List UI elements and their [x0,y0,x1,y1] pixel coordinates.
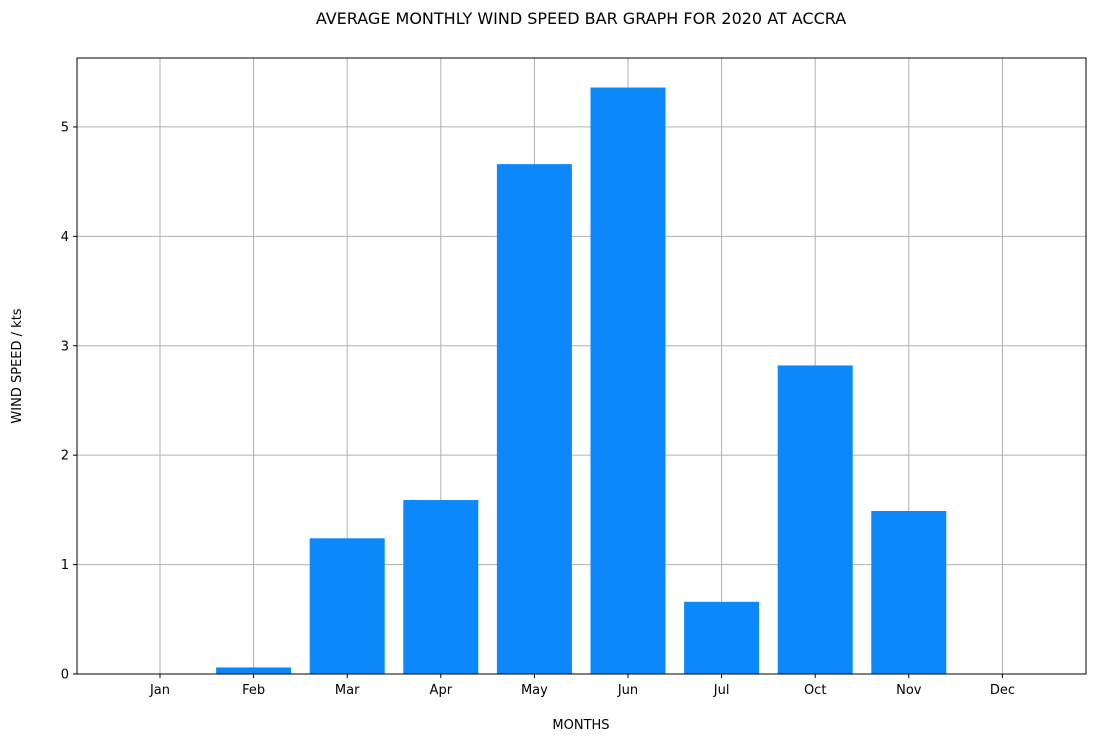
bar-may [496,164,572,674]
x-tick-label: Feb [242,683,265,698]
x-tick-label: Apr [430,683,453,698]
x-tick-label: Jul [713,683,730,698]
bar-oct [777,365,853,674]
y-tick-label: 0 [61,668,69,683]
y-tick-label: 1 [61,558,69,573]
x-tick-label: May [521,683,548,698]
y-axis-ticks: 0 1 2 3 4 5 [61,120,77,683]
x-tick-label: Mar [335,683,360,698]
bar-nov [871,510,947,674]
bar-jun [590,87,666,674]
plot-area-frame [76,57,1087,675]
y-tick-label: 4 [61,230,69,245]
bars-layer [216,87,947,674]
y-axis-label: WIND SPEED / kts [10,308,25,423]
x-tick-label: Dec [990,683,1015,698]
bar-apr [403,500,479,674]
y-tick-label: 2 [61,449,69,464]
chart-title: AVERAGE MONTHLY WIND SPEED BAR GRAPH FOR… [316,9,846,28]
x-axis-label: MONTHS [552,718,609,733]
bar-feb [216,667,292,674]
x-tick-label: Jan [149,683,170,698]
y-tick-label: 3 [61,339,69,354]
x-tick-label: Nov [896,683,922,698]
x-tick-label: Jun [617,683,638,698]
bar-jul [684,601,760,674]
y-tick-label: 5 [61,120,69,135]
x-axis-ticks: Jan Feb Mar Apr May Jun Jul Oct Nov Dec [149,674,1015,698]
bar-mar [309,538,385,674]
x-tick-label: Oct [804,683,826,698]
